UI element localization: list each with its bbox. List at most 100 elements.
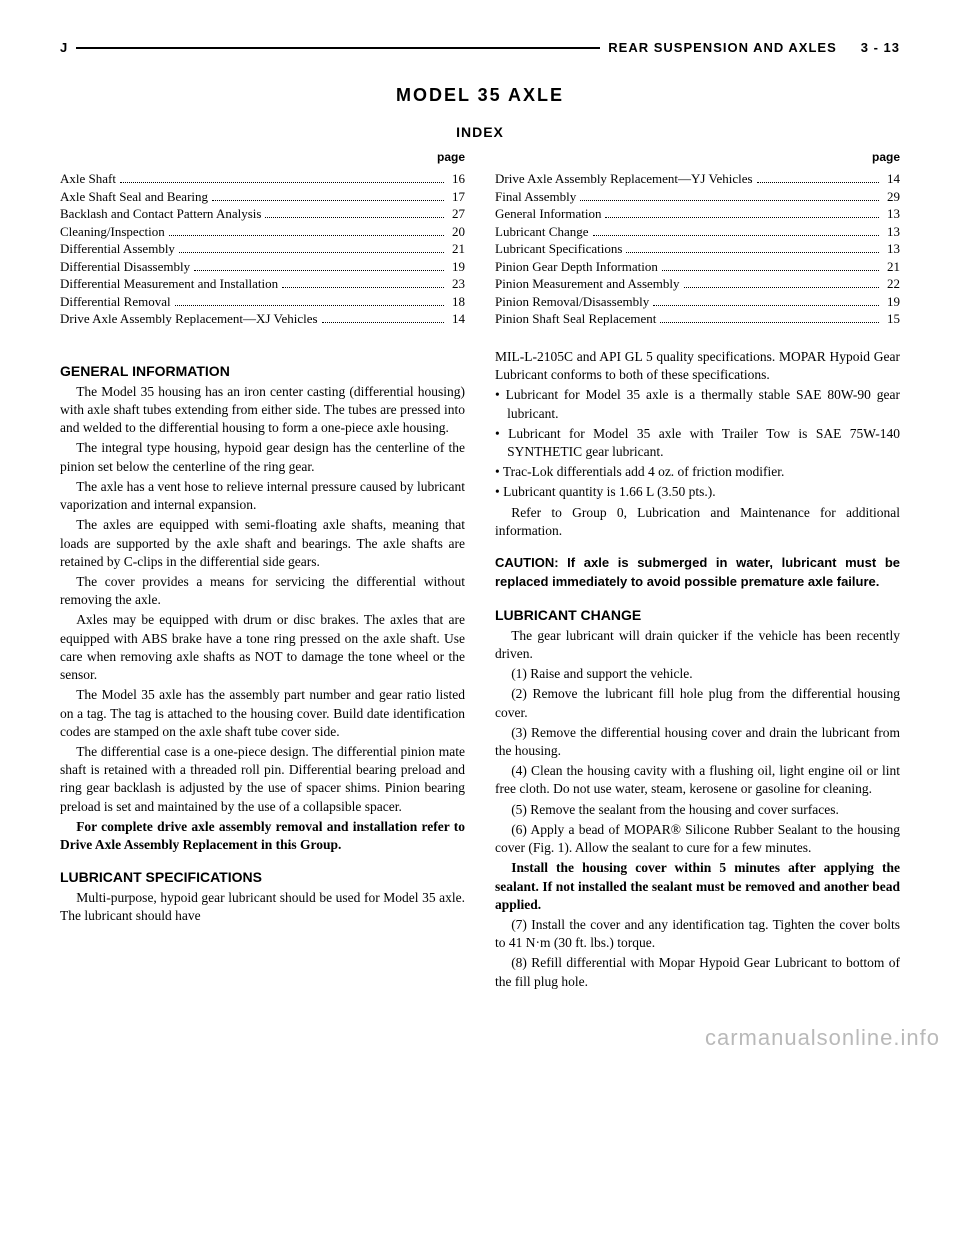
index-entry: Final Assembly 29 <box>495 188 900 206</box>
leader-dots <box>593 224 880 235</box>
page: J REAR SUSPENSION AND AXLES 3 - 13 MODEL… <box>0 0 960 1013</box>
index-entry: Pinion Shaft Seal Replacement15 <box>495 310 900 328</box>
section-heading: GENERAL INFORMATION <box>60 362 465 381</box>
page-title: MODEL 35 AXLE <box>60 85 900 106</box>
paragraph: The integral type housing, hypoid gear d… <box>60 439 465 475</box>
index-entry-label: Axle Shaft <box>60 170 116 188</box>
section-heading: LUBRICANT CHANGE <box>495 606 900 625</box>
header-page-num: 3 - 13 <box>861 40 900 55</box>
index-entry-page: 13 <box>883 205 900 223</box>
index-col-left: page Axle Shaft16Axle Shaft Seal and Bea… <box>60 150 465 328</box>
paragraph-bold: For complete drive axle assembly removal… <box>60 818 465 854</box>
index-entry: Backlash and Contact Pattern Analysis 27 <box>60 205 465 223</box>
index-entry-page: 29 <box>883 188 900 206</box>
index-entry-page: 18 <box>448 293 465 311</box>
index-entry-label: Lubricant Change <box>495 223 589 241</box>
leader-dots <box>282 277 444 288</box>
paragraph: Axles may be equipped with drum or disc … <box>60 611 465 684</box>
caution-block: CAUTION: If axle is submerged in water, … <box>495 554 900 592</box>
index-entry-page: 22 <box>883 275 900 293</box>
index-entry-label: Pinion Gear Depth Information <box>495 258 658 276</box>
section-heading: LUBRICANT SPECIFICATIONS <box>60 868 465 887</box>
leader-dots <box>175 294 444 305</box>
index-entry-page: 19 <box>883 293 900 311</box>
leader-dots <box>194 259 444 270</box>
step-bold: Install the housing cover within 5 minut… <box>495 859 900 914</box>
index-entry: Pinion Removal/Disassembly 19 <box>495 293 900 311</box>
leader-dots <box>179 242 444 253</box>
index-entry-label: Differential Disassembly <box>60 258 190 276</box>
index-entry-page: 23 <box>448 275 465 293</box>
leader-dots <box>605 207 879 218</box>
index-entry: Differential Measurement and Installatio… <box>60 275 465 293</box>
index-entry: Pinion Measurement and Assembly22 <box>495 275 900 293</box>
index-entry-page: 20 <box>448 223 465 241</box>
paragraph: The Model 35 axle has the assembly part … <box>60 686 465 741</box>
index-entry-page: 19 <box>448 258 465 276</box>
page-label: page <box>60 150 465 164</box>
bullet: • Lubricant for Model 35 axle is a therm… <box>495 386 900 422</box>
header-left: J <box>60 40 68 55</box>
leader-dots <box>212 189 444 200</box>
index-entry-page: 21 <box>883 258 900 276</box>
leader-dots <box>169 224 444 235</box>
index-entry-label: Axle Shaft Seal and Bearing <box>60 188 208 206</box>
index-columns: page Axle Shaft16Axle Shaft Seal and Bea… <box>60 150 900 328</box>
paragraph: The differential case is a one-piece des… <box>60 743 465 816</box>
index-entry: General Information 13 <box>495 205 900 223</box>
index-entry-label: Lubricant Specifications <box>495 240 622 258</box>
paragraph: The cover provides a means for servicing… <box>60 573 465 609</box>
index-entry-page: 21 <box>448 240 465 258</box>
bullet: • Lubricant for Model 35 axle with Trail… <box>495 425 900 461</box>
step: (2) Remove the lubricant fill hole plug … <box>495 685 900 721</box>
index-entry-page: 17 <box>448 188 465 206</box>
index-entry: Drive Axle Assembly Replacement—XJ Vehic… <box>60 310 465 328</box>
body-col-left: GENERAL INFORMATION The Model 35 housing… <box>60 348 465 993</box>
leader-dots <box>120 172 444 183</box>
page-label: page <box>495 150 900 164</box>
index-entry: Pinion Gear Depth Information 21 <box>495 258 900 276</box>
leader-dots <box>322 312 444 323</box>
step: (3) Remove the differential housing cove… <box>495 724 900 760</box>
index-entry-label: Backlash and Contact Pattern Analysis <box>60 205 261 223</box>
index-entry: Differential Removal18 <box>60 293 465 311</box>
index-entry-label: Final Assembly <box>495 188 576 206</box>
header-section: REAR SUSPENSION AND AXLES <box>608 40 836 55</box>
step: (5) Remove the sealant from the housing … <box>495 801 900 819</box>
index-entry: Axle Shaft Seal and Bearing 17 <box>60 188 465 206</box>
paragraph: The gear lubricant will drain quicker if… <box>495 627 900 663</box>
bullet: • Lubricant quantity is 1.66 L (3.50 pts… <box>495 483 900 501</box>
paragraph: The axle has a vent hose to relieve inte… <box>60 478 465 514</box>
index-entry-label: Pinion Shaft Seal Replacement <box>495 310 656 328</box>
step: (8) Refill differential with Mopar Hypoi… <box>495 954 900 990</box>
index-entry-label: General Information <box>495 205 601 223</box>
index-entry-label: Pinion Removal/Disassembly <box>495 293 649 311</box>
bullet: • Trac-Lok differentials add 4 oz. of fr… <box>495 463 900 481</box>
paragraph: The axles are equipped with semi-floatin… <box>60 516 465 571</box>
index-entry-page: 14 <box>883 170 900 188</box>
index-entry-label: Differential Assembly <box>60 240 175 258</box>
index-entry-page: 27 <box>448 205 465 223</box>
index-entry: Drive Axle Assembly Replacement—YJ Vehic… <box>495 170 900 188</box>
index-entry: Lubricant Specifications13 <box>495 240 900 258</box>
leader-dots <box>660 312 879 323</box>
index-entry-page: 16 <box>448 170 465 188</box>
index-entry: Lubricant Change13 <box>495 223 900 241</box>
index-entry-label: Cleaning/Inspection <box>60 223 165 241</box>
leader-dots <box>757 172 879 183</box>
step: (4) Clean the housing cavity with a flus… <box>495 762 900 798</box>
index-entry: Axle Shaft 16 <box>60 170 465 188</box>
body-col-right: MIL-L-2105C and API GL 5 quality specifi… <box>495 348 900 993</box>
index-entry: Differential Assembly 21 <box>60 240 465 258</box>
paragraph: Multi-purpose, hypoid gear lubricant sho… <box>60 889 465 925</box>
index-entry: Differential Disassembly 19 <box>60 258 465 276</box>
leader-dots <box>580 189 879 200</box>
index-heading: INDEX <box>60 124 900 140</box>
header-rule <box>76 47 600 49</box>
body-columns: GENERAL INFORMATION The Model 35 housing… <box>60 348 900 993</box>
step: (6) Apply a bead of MOPAR® Silicone Rubb… <box>495 821 900 857</box>
index-entry-label: Drive Axle Assembly Replacement—XJ Vehic… <box>60 310 318 328</box>
index-entry-label: Drive Axle Assembly Replacement—YJ Vehic… <box>495 170 753 188</box>
index-entry-page: 14 <box>448 310 465 328</box>
index-entry: Cleaning/Inspection 20 <box>60 223 465 241</box>
